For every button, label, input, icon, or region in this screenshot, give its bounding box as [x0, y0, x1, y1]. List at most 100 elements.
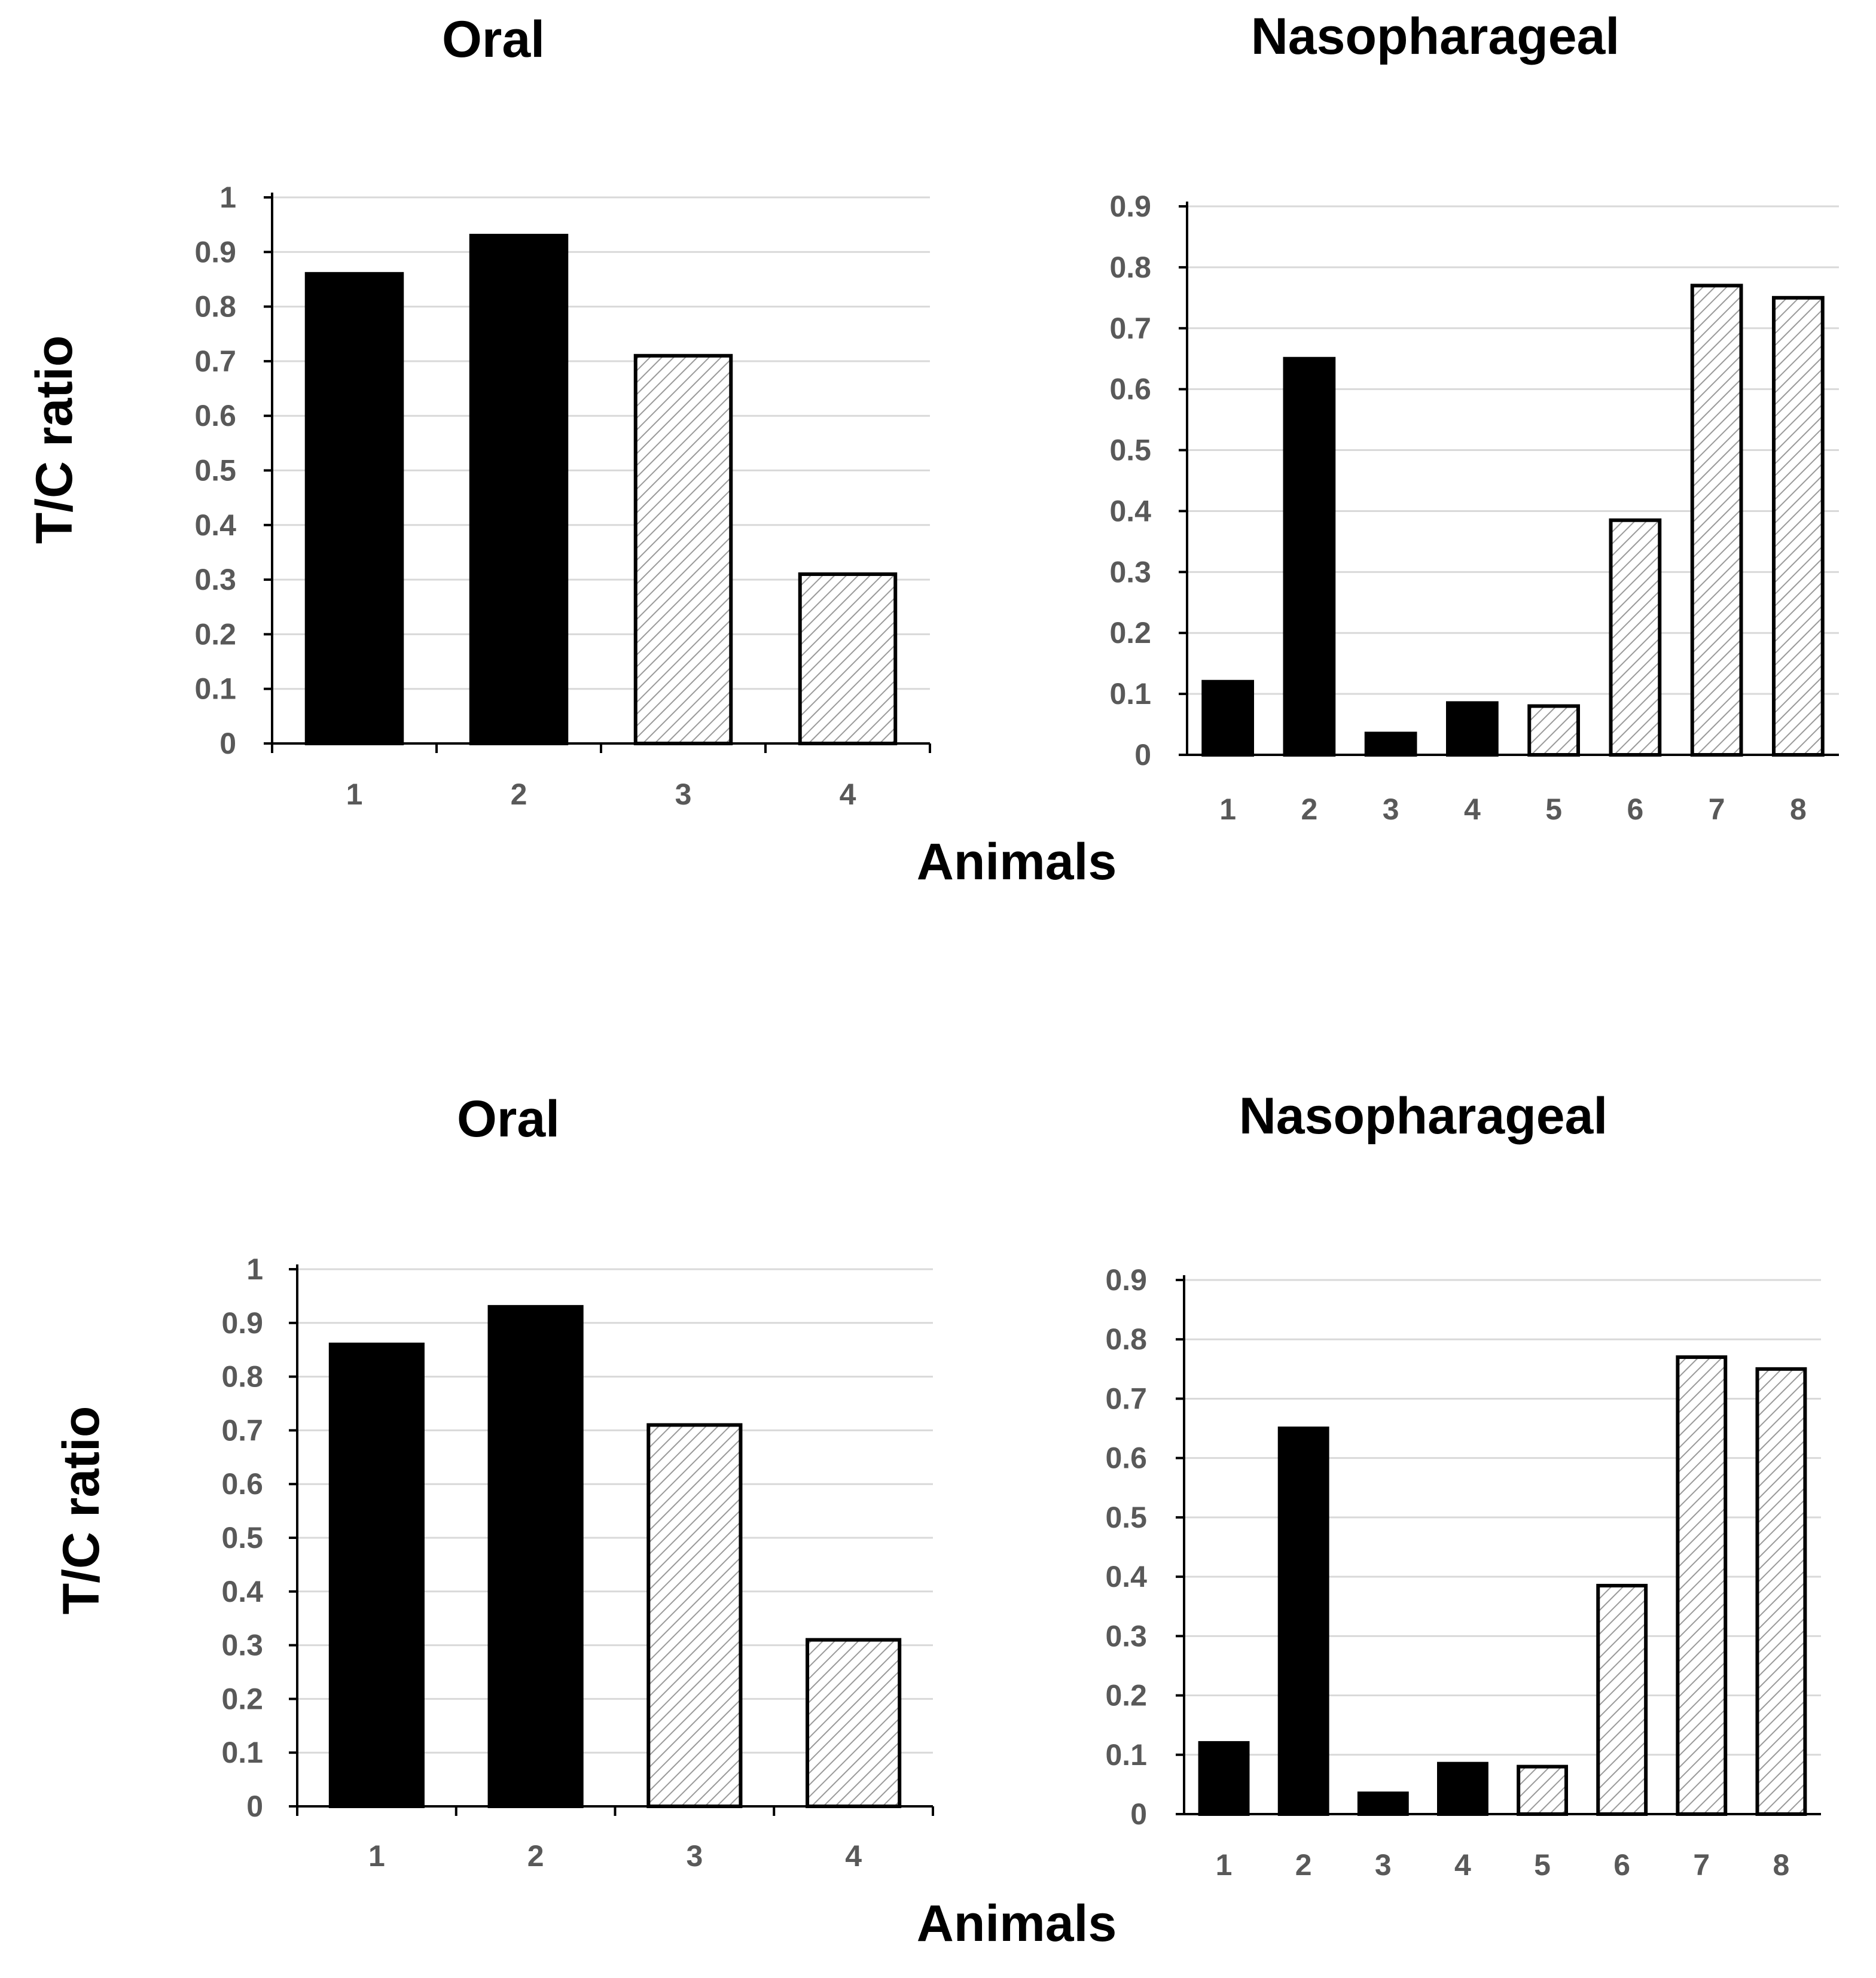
x-tick-label: 2 [527, 1839, 544, 1873]
y-tick-label: 0.4 [1105, 1560, 1147, 1593]
bar-animal-4 [806, 1638, 902, 1809]
x-tick-label: 1 [346, 778, 363, 811]
y-tick-label: 0.7 [1109, 312, 1151, 345]
y-tick-label: 0.6 [1109, 373, 1151, 406]
bar-animal-1 [328, 1342, 425, 1808]
bar-animal-4 [1446, 701, 1499, 757]
bar-animal-2 [1283, 356, 1336, 757]
y-tick-label: 0.8 [1109, 251, 1151, 284]
bar-animal-5 [1517, 1764, 1568, 1817]
y-tick-label: 0.1 [1105, 1738, 1147, 1772]
bar-animal-4 [1437, 1761, 1488, 1817]
y-tick-label: 0.3 [1105, 1619, 1147, 1653]
x-tick-label: 2 [511, 778, 527, 811]
chart-title: Oral [457, 1090, 560, 1148]
y-tick-label: 0.6 [194, 399, 236, 432]
x-tick-label: 4 [840, 778, 856, 811]
y-tick-label: 0.9 [1109, 190, 1151, 223]
bar-animal-3 [1357, 1791, 1409, 1816]
y-tick-label: 0.9 [194, 235, 236, 269]
y-tick-label: 0.8 [221, 1360, 263, 1394]
x-tick-label: 5 [1545, 793, 1562, 826]
y-tick-label: 0.4 [194, 508, 236, 542]
x-tick-label: 7 [1693, 1848, 1710, 1882]
y-tick-label: 0.3 [221, 1629, 263, 1662]
x-axis-label: Animals [917, 1895, 1117, 1952]
bar-animal-1 [1198, 1741, 1250, 1817]
y-tick-label: 0 [1134, 738, 1151, 772]
y-tick-label: 1 [246, 1252, 263, 1286]
x-tick-label: 1 [1219, 793, 1236, 826]
y-tick-label: 0.2 [194, 617, 236, 651]
y-tick-label: 0.5 [221, 1521, 263, 1555]
bar-animal-6 [1609, 518, 1662, 757]
y-tick-label: 0.4 [1109, 494, 1151, 528]
y-tick-label: 0.3 [1109, 555, 1151, 589]
bar-animal-5 [1527, 704, 1580, 757]
y-tick-label: 0.1 [1109, 677, 1151, 711]
chart-title: Oral [442, 11, 545, 68]
bar-animal-3 [633, 353, 733, 745]
y-tick-label: 0.4 [221, 1575, 263, 1608]
x-tick-label: 8 [1773, 1848, 1790, 1882]
bar-animal-3 [1364, 732, 1417, 757]
x-tick-label: 4 [1464, 793, 1481, 826]
x-tick-label: 1 [368, 1839, 385, 1873]
y-tick-label: 0.9 [1105, 1263, 1147, 1297]
bar-animal-6 [1596, 1583, 1648, 1816]
bar-animal-8 [1755, 1367, 1807, 1816]
bar-animal-1 [1201, 679, 1254, 757]
chart-title: Nasopharageal [1251, 8, 1620, 65]
y-axis-label: T/C ratio [53, 1406, 110, 1615]
y-tick-label: 0.7 [1105, 1382, 1147, 1415]
bar-animal-7 [1690, 284, 1743, 757]
chart-panel-3: Oral 0 0.1 0.2 0.3 0.4 0.5 0.6 0.7 0.8 0.9 1 1 2 3 4 T/C… [53, 1090, 934, 1873]
bar-animal-1 [304, 272, 404, 745]
bar-animal-2 [487, 1305, 584, 1809]
chart-panel-1: Oral 0 0.1 0.2 0.3 0.4 0.5 0.6 0.7 0.8 0.9 1 1 2 3 4 T/C… [26, 11, 931, 811]
x-axis-label: Animals [917, 833, 1117, 891]
y-tick-label: 1 [219, 181, 236, 214]
bar-animal-2 [1277, 1427, 1329, 1817]
y-tick-label: 0.1 [221, 1736, 263, 1769]
y-tick-label: 0.5 [1105, 1501, 1147, 1534]
y-tick-label: 0.1 [194, 672, 236, 706]
x-tick-label: 4 [845, 1839, 862, 1873]
x-tick-label: 8 [1790, 793, 1807, 826]
y-tick-label: 0.5 [194, 454, 236, 487]
y-tick-label: 0.7 [194, 345, 236, 378]
x-tick-label: 3 [675, 778, 692, 811]
y-tick-label: 0.8 [194, 290, 236, 324]
x-tick-label: 2 [1301, 793, 1317, 826]
y-tick-label: 0.2 [1105, 1679, 1147, 1712]
y-tick-label: 0.6 [221, 1467, 263, 1501]
x-tick-label: 6 [1613, 1848, 1630, 1882]
y-tick-label: 0.9 [221, 1306, 263, 1340]
y-tick-label: 0.6 [1105, 1441, 1147, 1475]
chart-panel-4: Nasopharageal 0 0.1 0.2 0.3 0.4 0.5 0.6 0.7 0.8 0.… [917, 1087, 1821, 1952]
bar-animal-3 [646, 1423, 743, 1808]
x-tick-label: 5 [1534, 1848, 1551, 1882]
chart-panel-2: Nasopharageal 0 0.1 0.2 0.3 0.4 0.5 0.6 0.7 0.8 0.… [917, 8, 1839, 891]
y-tick-label: 0.3 [194, 563, 236, 596]
x-tick-label: 6 [1627, 793, 1643, 826]
y-tick-label: 0 [1130, 1797, 1147, 1831]
x-tick-label: 3 [686, 1839, 703, 1873]
bar-animal-7 [1676, 1355, 1728, 1816]
bar-animal-4 [798, 572, 898, 745]
bar-animal-2 [469, 233, 569, 746]
y-tick-label: 0.5 [1109, 434, 1151, 467]
y-tick-label: 0.7 [221, 1413, 263, 1447]
x-tick-label: 3 [1383, 793, 1399, 826]
y-tick-label: 0.2 [221, 1682, 263, 1715]
y-axis-label: T/C ratio [26, 336, 83, 544]
bar-animal-8 [1772, 295, 1825, 757]
x-tick-label: 7 [1709, 793, 1725, 826]
y-tick-label: 0.2 [1109, 616, 1151, 650]
y-tick-label: 0 [219, 727, 236, 760]
x-tick-label: 1 [1216, 1848, 1233, 1882]
chart-title: Nasopharageal [1239, 1087, 1608, 1145]
y-tick-label: 0.8 [1105, 1322, 1147, 1356]
x-tick-label: 3 [1375, 1848, 1392, 1882]
